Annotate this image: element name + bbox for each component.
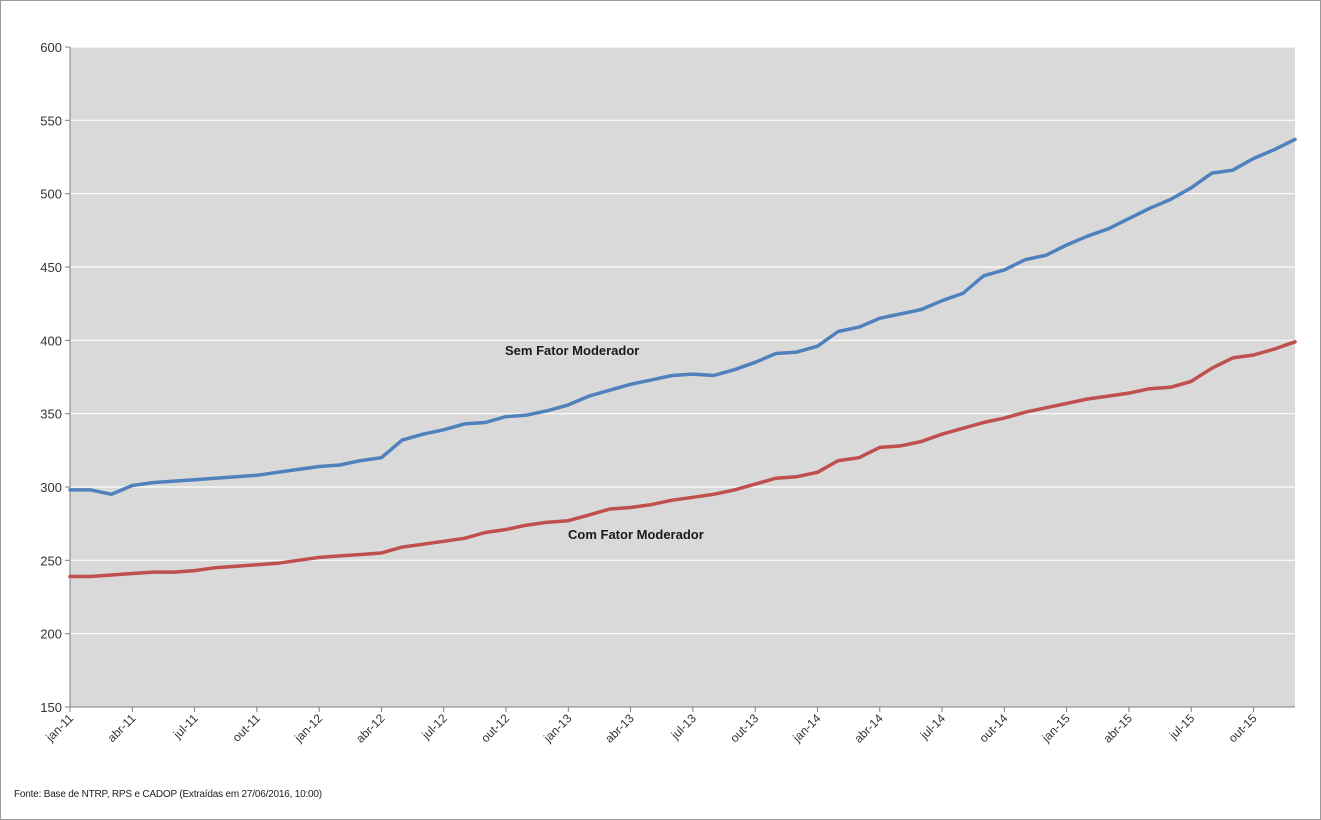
y-tick-label: 600: [40, 40, 62, 55]
y-tick-label: 250: [40, 553, 62, 568]
series-line-com-fator: [68, 340, 1297, 579]
x-tick-label: out-11: [230, 711, 264, 745]
x-tick-label: out-15: [1226, 711, 1260, 745]
x-tick-label: out-13: [727, 711, 761, 745]
x-tick-label: out-14: [976, 711, 1010, 745]
x-tick-label: jan-12: [291, 711, 325, 745]
y-tick-label: 300: [40, 480, 62, 495]
plot-area: [70, 47, 1295, 707]
x-tick-label: abr-15: [1101, 711, 1136, 746]
x-tick-label: jul-15: [1166, 711, 1198, 743]
x-tick-label: jan-13: [540, 711, 574, 745]
x-tick-label: abr-11: [105, 711, 139, 745]
series-annotation: Com Fator Moderador: [568, 527, 704, 542]
annotations: Sem Fator Moderador Com Fator Moderador: [505, 343, 704, 542]
x-tick-label: jan-15: [1039, 711, 1073, 745]
x-tick-label: out-12: [478, 711, 512, 745]
x-tick-label: abr-14: [851, 711, 886, 746]
x-tick-label: jul-11: [170, 711, 201, 742]
x-tick-label: jul-14: [917, 711, 949, 743]
series-lines: [68, 137, 1297, 579]
gridlines: [70, 46, 1295, 635]
x-tick-label: jan-14: [789, 711, 823, 745]
series-line-sem-fator: [68, 137, 1297, 497]
y-tick-label: 350: [40, 407, 62, 422]
y-tick-label: 450: [40, 260, 62, 275]
x-tick-label: abr-13: [602, 711, 637, 746]
y-tick-label: 500: [40, 187, 62, 202]
x-axis: jan-11 abr-11 jul-11 out-11 jan-12 abr-12 jul-…: [43, 706, 1295, 746]
series-annotation: Sem Fator Moderador: [505, 343, 639, 358]
y-tick-label: 550: [40, 113, 62, 128]
line-chart: 150 200 250 300 350 400 450 500 550 600 jan-11 abr…: [40, 40, 1297, 746]
y-axis: 150 200 250 300 350 400 450 500 550 600: [40, 40, 71, 715]
x-tick-label: abr-12: [353, 711, 388, 746]
source-note: Fonte: Base de NTRP, RPS e CADOP (Extraí…: [14, 789, 322, 800]
x-tick-label: jul-12: [418, 711, 450, 743]
y-tick-label: 400: [40, 333, 62, 348]
x-tick-label: jan-11: [43, 711, 77, 745]
y-tick-label: 150: [40, 700, 62, 715]
x-tick-label: jul-13: [668, 711, 700, 743]
y-tick-label: 200: [40, 627, 62, 642]
